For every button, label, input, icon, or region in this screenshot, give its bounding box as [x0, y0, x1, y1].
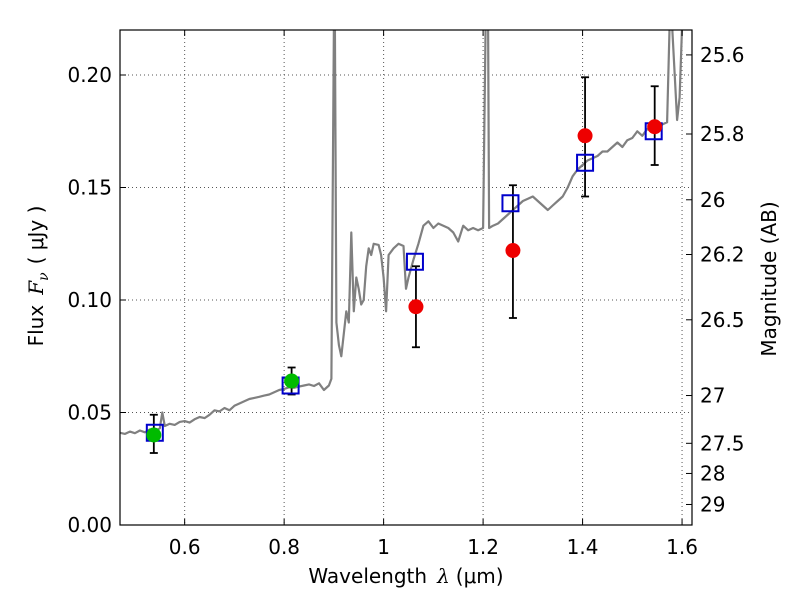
- y-tick-label: 0.15: [67, 176, 112, 200]
- y2-tick-label: 26.5: [700, 308, 745, 332]
- space-obs-point: [505, 243, 521, 258]
- y2-tick-label: 27.5: [700, 431, 745, 455]
- space-obs-point: [577, 128, 593, 144]
- x-tick-label: 1: [377, 535, 390, 559]
- x-tick-label: 0.8: [268, 535, 300, 559]
- y2-tick-label: 25.8: [700, 122, 745, 146]
- x-tick-label: 1.6: [666, 535, 698, 559]
- y-tick-label: 0.00: [67, 513, 112, 537]
- y2-tick-label: 26.2: [700, 242, 745, 266]
- y2-axis-label: Magnitude (AB): [757, 201, 781, 356]
- plot-frame: [119, 29, 693, 526]
- model-spectrum: [120, 30, 684, 435]
- ground-obs-point: [146, 427, 162, 443]
- y-axis-label: FluxFν( μJy ): [24, 206, 52, 347]
- y2-tick-label: 26: [700, 188, 725, 212]
- y-tick-label: 0.05: [67, 401, 112, 425]
- model-band-square: [501, 194, 520, 213]
- x-axis-label: Wavelength λ (μm): [308, 564, 503, 588]
- space-obs-point: [647, 119, 663, 135]
- spectrum-line: [120, 30, 684, 435]
- x-tick-label: 1.2: [467, 535, 499, 559]
- data-markers: [145, 76, 663, 454]
- y2-tick-label: 25.6: [700, 43, 745, 67]
- y-tick-label: 0.10: [67, 288, 112, 312]
- x-tick-label: 0.6: [169, 535, 201, 559]
- y-tick-label: 0.20: [67, 63, 112, 87]
- model-band-square: [405, 252, 424, 271]
- ground-obs-point: [284, 373, 300, 389]
- space-obs-point: [408, 299, 424, 315]
- y2-tick-label: 28: [700, 461, 725, 485]
- axis-ticks: 0.6 0.8 1 1.2 1.4 1.6 0.00 0.05 0.10 0.15 0.20 25.6…: [67, 30, 745, 559]
- y2-tick-label: 27: [700, 384, 725, 408]
- model-band-square: [576, 153, 595, 172]
- x-tick-label: 1.4: [567, 535, 599, 559]
- y2-tick-label: 29: [700, 492, 725, 516]
